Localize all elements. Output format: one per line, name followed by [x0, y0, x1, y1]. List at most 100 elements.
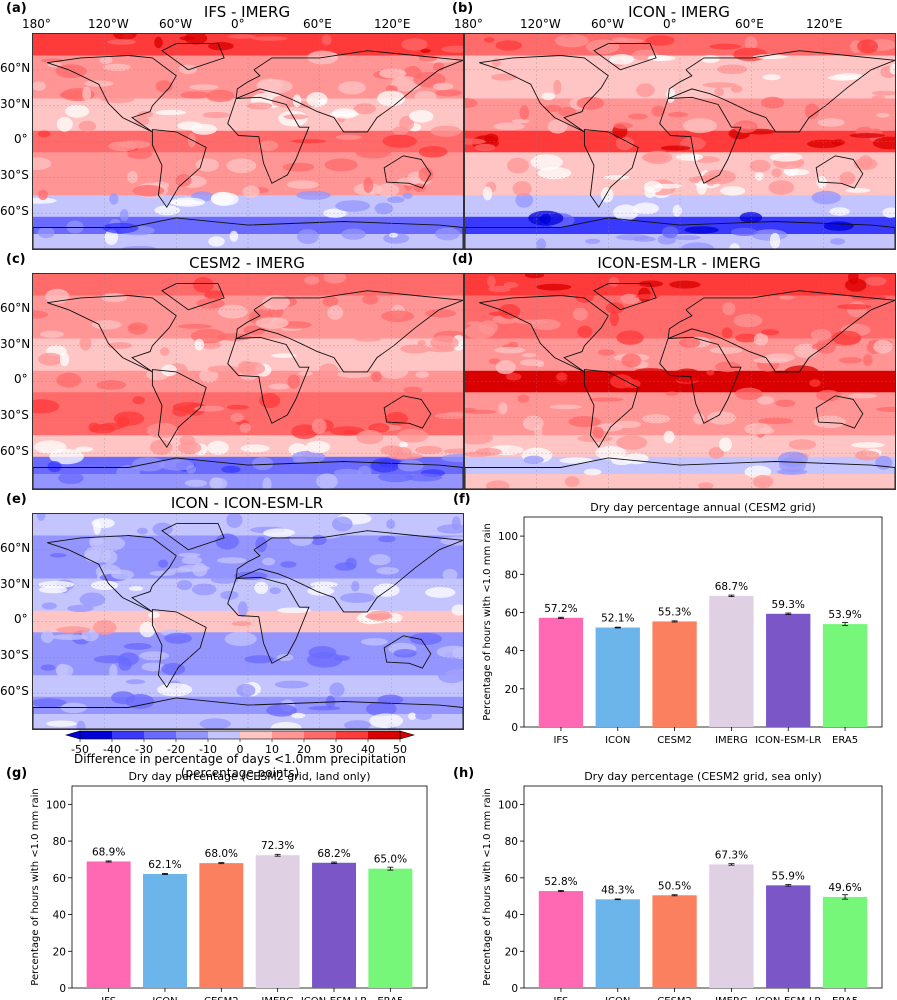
x-tick-label: ICON: [605, 735, 630, 746]
bar-era5: [368, 868, 413, 988]
lon-tick-label: 180°: [454, 17, 483, 31]
x-tick-label: IFS: [553, 735, 568, 746]
lat-tick-label: 60°N: [0, 541, 31, 555]
bar-value-label: 72.3%: [261, 840, 294, 852]
colorbar-segment: [176, 731, 209, 739]
lat-tick-label: 30°S: [0, 648, 29, 662]
bar-era5: [822, 896, 868, 988]
colorbar-segment: [336, 731, 369, 739]
bar-value-label: 62.1%: [148, 859, 181, 871]
difference-map-d: [465, 274, 895, 489]
bar-ifs: [538, 617, 584, 727]
y-axis-label: Percentage of hours with <1.0 mm rain: [482, 788, 493, 985]
colorbar: -50 -40 -30 -20 -10 0 10 20 30 40 50: [64, 730, 416, 756]
chart-title: Dry day percentage (CESM2 grid, land onl…: [128, 770, 370, 783]
bar-icon-esm-lr: [766, 613, 811, 727]
colorbar-extend-left: [64, 730, 81, 740]
x-tick-label: ICON-ESM-LR: [755, 735, 821, 746]
y-tick-label: 60: [505, 873, 518, 885]
lat-tick-label: 0°: [14, 612, 28, 626]
colorbar-label: Difference in percentage of days <1.0mm …: [73, 752, 406, 780]
y-tick-label: 20: [505, 684, 518, 696]
panel-letter-h: (h): [453, 766, 475, 781]
map-title-c: CESM2 - IMERG: [189, 254, 305, 272]
y-tick-label: 80: [53, 836, 66, 848]
bar-value-label: 55.3%: [658, 606, 691, 618]
map-e: [32, 513, 464, 730]
colorbar-segment: [80, 731, 113, 739]
x-tick-label: IMERG: [715, 996, 748, 1000]
map-c: [32, 273, 464, 490]
bar-icon: [143, 873, 187, 988]
y-tick-label: 0: [511, 983, 518, 995]
map-title-a: IFS - IMERG: [203, 3, 291, 21]
bar-chart-g: Dry day percentage (CESM2 grid, land onl…: [30, 770, 428, 1000]
colorbar-segment: [240, 731, 273, 739]
bar-cesm2: [652, 895, 697, 988]
map-title-d: ICON-ESM-LR - IMERG: [597, 254, 761, 272]
y-tick-label: 20: [505, 946, 518, 958]
bar-value-label: 67.3%: [715, 849, 748, 861]
panel-letter-d: (d): [452, 252, 474, 267]
lon-tick-label: 120°E: [374, 17, 411, 31]
bar-icon: [595, 899, 640, 988]
panel-letter-c: (c): [6, 252, 26, 267]
colorbar-tick-label: 10: [265, 743, 279, 756]
bar-icon-esm-lr: [766, 885, 811, 988]
bar-ifs: [86, 861, 131, 988]
bar-value-label: 52.1%: [601, 613, 634, 625]
panel-letter-g: (g): [6, 766, 28, 781]
bar-value-label: 68.9%: [92, 846, 125, 858]
bar-value-label: 49.6%: [828, 882, 861, 894]
lat-tick-label: 30°N: [0, 337, 31, 351]
y-tick-label: 60: [505, 607, 518, 619]
bar-value-label: 57.2%: [544, 603, 577, 615]
lat-tick-label: 30°S: [0, 168, 29, 182]
colorbar-segment: [272, 731, 305, 739]
lat-tick-label: 60°N: [0, 301, 31, 315]
colorbar-segment: [112, 731, 145, 739]
difference-map-e: [33, 514, 463, 729]
lat-tick-label: 0°: [14, 132, 28, 146]
lat-tick-label: 60°S: [0, 204, 29, 218]
colorbar-tick-label: 40: [361, 743, 375, 756]
bar-value-label: 55.9%: [772, 870, 805, 882]
y-tick-label: 0: [59, 983, 66, 995]
lon-tick-label: 0°: [663, 17, 677, 31]
x-tick-label: ERA5: [377, 996, 403, 1000]
y-tick-label: 100: [46, 799, 66, 811]
lat-tick-label: 30°S: [0, 408, 29, 422]
bar-value-label: 68.2%: [317, 848, 350, 860]
y-axis-label: Percentage of hours with <1.0 mm rain: [30, 788, 41, 985]
lon-tick-label: 0°: [231, 17, 245, 31]
map-a: [32, 33, 464, 250]
x-tick-label: ERA5: [832, 735, 858, 746]
bar-icon-esm-lr: [312, 862, 356, 988]
colorbar-tick-label: -50: [71, 743, 89, 756]
lon-tick-label: 180°: [22, 17, 51, 31]
colorbar-tick-label: -10: [199, 743, 217, 756]
x-tick-label: ERA5: [832, 996, 858, 1000]
bar-icon: [595, 627, 640, 727]
y-tick-label: 40: [53, 910, 66, 922]
map-title-e: ICON - ICON-ESM-LR: [170, 494, 324, 512]
x-tick-label: ICON: [605, 996, 630, 1000]
bar-value-label: 65.0%: [374, 854, 407, 866]
lat-tick-label: 30°N: [0, 577, 31, 591]
colorbar-tick-label: 0: [237, 743, 244, 756]
y-tick-label: 0: [511, 722, 518, 734]
bar-imerg: [709, 864, 754, 988]
bar-chart-h: Dry day percentage (CESM2 grid, sea only…: [482, 770, 883, 1000]
bar-era5: [822, 624, 868, 727]
difference-map-a: [33, 34, 463, 249]
x-tick-label: CESM2: [204, 996, 239, 1000]
y-tick-label: 80: [505, 836, 518, 848]
lat-tick-label: 60°S: [0, 684, 29, 698]
bar-value-label: 68.7%: [715, 581, 748, 593]
chart-title: Dry day percentage annual (CESM2 grid): [590, 501, 816, 514]
colorbar-tick-label: -30: [135, 743, 153, 756]
colorbar-segment: [208, 731, 241, 739]
bar-imerg: [709, 595, 754, 727]
y-tick-label: 60: [53, 873, 66, 885]
x-tick-label: IFS: [553, 996, 568, 1000]
